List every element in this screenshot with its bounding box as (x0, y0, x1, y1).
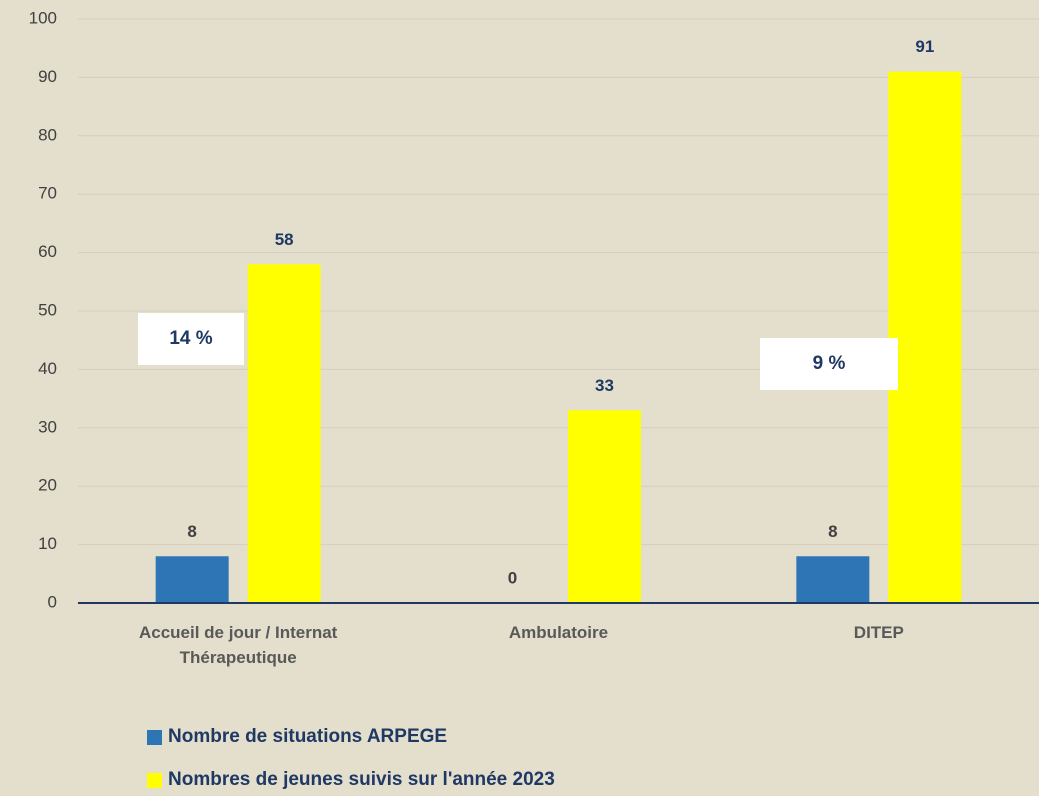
bar (568, 410, 641, 603)
legend-label: Nombres de jeunes suivis sur l'année 202… (168, 769, 555, 790)
y-tick-label: 30 (38, 417, 57, 436)
y-tick-label: 90 (38, 67, 57, 86)
legend-entry: Nombre de situations ARPEGE (147, 726, 447, 748)
value-label: 0 (508, 568, 517, 587)
y-tick-label: 0 (48, 592, 57, 611)
annotation: 9 % (760, 338, 898, 390)
bar (247, 264, 321, 603)
y-tick-label: 60 (38, 242, 57, 261)
y-tick-label: 70 (38, 184, 57, 203)
y-tick-label: 10 (38, 534, 57, 553)
annotation: 14 % (138, 313, 244, 365)
value-label: 91 (915, 37, 934, 56)
legend-swatch (147, 729, 162, 745)
bar (888, 71, 962, 603)
y-tick-label: 50 (38, 300, 57, 319)
legend-entry: Nombres de jeunes suivis sur l'année 202… (147, 769, 555, 791)
value-label: 8 (828, 522, 837, 541)
y-tick-label: 40 (38, 359, 57, 378)
bar (155, 556, 229, 603)
x-tick-label: DITEP (853, 623, 904, 642)
x-tick-label: Accueil de jour / Internat Thérapeutique (138, 623, 338, 667)
y-tick-label: 80 (38, 125, 57, 144)
value-label: 8 (187, 522, 196, 541)
bar (796, 556, 870, 603)
y-tick-label: 20 (38, 476, 57, 495)
value-label: 58 (275, 230, 294, 249)
legend-swatch (147, 772, 162, 788)
x-tick-label: Ambulatoire (508, 623, 609, 642)
value-label: 33 (595, 376, 614, 395)
y-tick-label: 100 (29, 8, 57, 27)
legend-label: Nombre de situations ARPEGE (168, 726, 448, 747)
